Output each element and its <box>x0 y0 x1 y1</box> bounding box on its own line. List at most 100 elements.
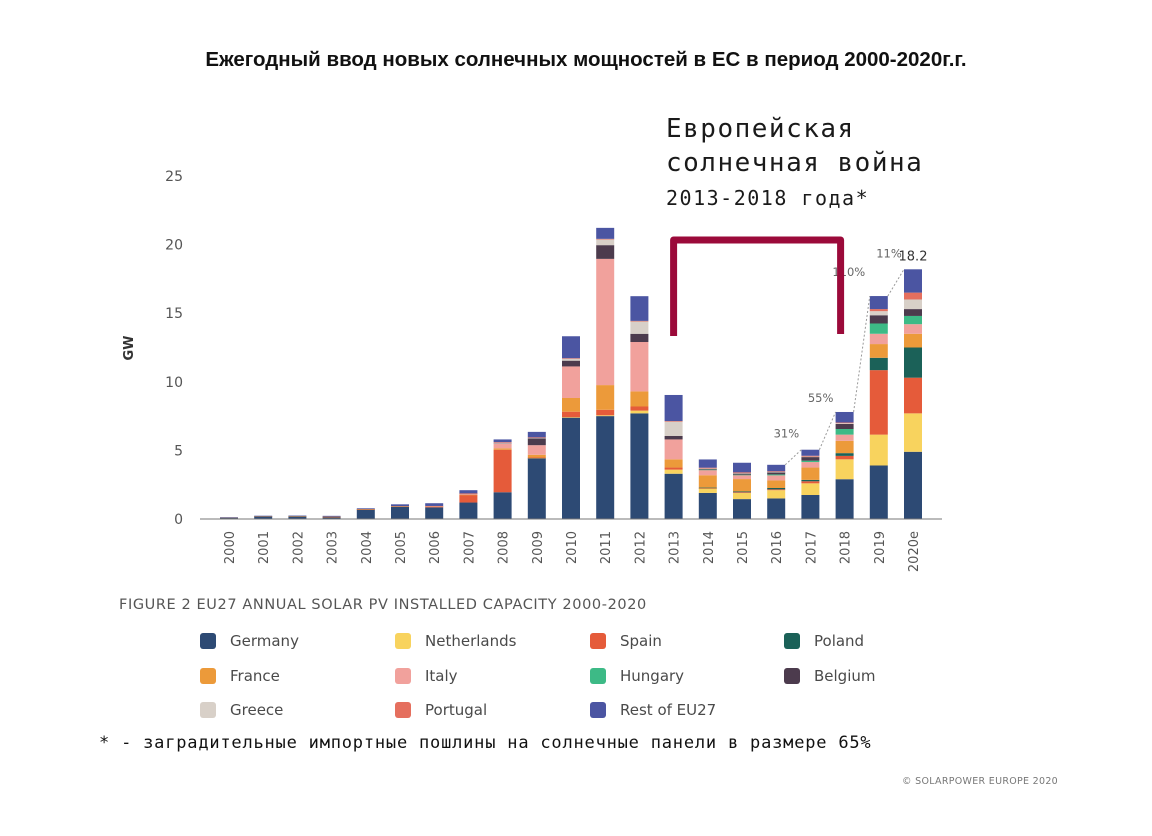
war-title-line-1: Европейская <box>666 114 855 144</box>
bar-segment <box>698 469 717 476</box>
bar-segment <box>767 474 786 476</box>
bar-segment <box>767 487 786 490</box>
bar-segment <box>767 480 786 488</box>
y-tick-label: 20 <box>165 238 183 254</box>
legend-item-netherlands: Netherlands <box>395 631 516 651</box>
growth-label: 11% <box>876 246 902 260</box>
bar-segment <box>425 507 444 519</box>
bar-segment <box>869 344 888 358</box>
bar-segment <box>493 492 512 519</box>
bar-segment <box>904 333 922 348</box>
legend-swatch <box>590 668 606 684</box>
bar-segment <box>356 509 375 519</box>
bar-segment <box>459 494 478 503</box>
bar-segment <box>562 397 580 412</box>
bar-segment <box>904 347 922 378</box>
bar-segment <box>835 453 854 456</box>
bar-segment <box>391 506 409 519</box>
bar-segment <box>527 431 546 438</box>
bar-segment <box>596 385 615 410</box>
bar-segment <box>527 457 546 519</box>
bar-segment <box>767 471 786 472</box>
growth-label: 31% <box>774 427 800 441</box>
bar-segment <box>527 457 546 459</box>
bar-segment <box>596 238 615 240</box>
bar-segment <box>767 471 786 473</box>
x-tick-label: 2016 <box>770 531 785 564</box>
copyright: © SOLARPOWER EUROPE 2020 <box>902 776 1059 787</box>
legend-label: Netherlands <box>425 632 517 650</box>
bar-segment <box>733 474 751 480</box>
bar-segment <box>664 473 683 519</box>
x-tick-label: 2015 <box>736 531 751 564</box>
bar-segment <box>801 455 820 457</box>
legend-swatch <box>590 702 606 718</box>
bar-segment <box>835 434 854 441</box>
growth-connector <box>784 449 802 466</box>
legend-item-italy: Italy <box>395 666 458 686</box>
bar-segment <box>527 437 546 438</box>
bar-segment <box>835 411 854 423</box>
bar-segment <box>801 456 820 461</box>
bar-segment <box>698 487 717 489</box>
bar-segment <box>459 502 478 519</box>
legend-label: Greece <box>230 701 284 719</box>
bar-segment <box>801 462 820 468</box>
bar-segment <box>630 333 649 343</box>
x-tick-label: 2007 <box>462 531 477 564</box>
page-title: Ежегодный ввод новых солнечных мощностей… <box>205 48 967 71</box>
bar-segment <box>733 492 751 500</box>
x-tick-label: 2006 <box>428 531 443 564</box>
war-period-bracket <box>670 236 845 336</box>
bar-segment <box>904 309 922 316</box>
bar-segment <box>425 505 444 507</box>
bar-segment <box>459 493 478 494</box>
legend-label: Hungary <box>620 667 685 685</box>
bar-segment <box>733 491 751 493</box>
legend-item-belgium: Belgium <box>784 666 876 686</box>
x-tick-label: 2005 <box>394 531 409 564</box>
bar-segment <box>596 416 615 519</box>
legend-label: France <box>230 667 280 685</box>
legend-swatch <box>395 668 411 684</box>
bar-segment <box>733 479 751 492</box>
bar-segment <box>459 493 478 495</box>
bar-segment <box>733 462 751 473</box>
bar-segment <box>664 469 683 474</box>
bar-segment <box>664 459 683 468</box>
bar-segment <box>869 323 888 334</box>
y-tick-label: 10 <box>165 375 183 391</box>
bar-segment <box>835 423 854 429</box>
legend-item-hungary: Hungary <box>590 666 684 686</box>
bar-segment <box>322 515 341 517</box>
y-tick-label: 5 <box>174 443 183 459</box>
bar-segment <box>562 366 580 398</box>
bar-segment <box>630 413 649 519</box>
total-label: 18.2 <box>899 249 928 264</box>
bar-segment <box>801 456 820 458</box>
x-tick-label: 2013 <box>668 531 683 564</box>
bar-segment <box>904 413 922 452</box>
bar-segment <box>733 474 751 476</box>
bar-segment <box>801 449 820 456</box>
bar-segment <box>596 239 615 246</box>
legend-label: Italy <box>425 667 458 685</box>
bar-segment <box>733 472 751 474</box>
y-tick-label: 0 <box>174 512 183 528</box>
legend-item-poland: Poland <box>784 631 864 651</box>
bar-segment <box>698 467 717 469</box>
bar-segment <box>733 492 751 493</box>
bar-segment <box>254 516 273 519</box>
bar-segment <box>630 296 649 321</box>
bar-segment <box>527 454 546 458</box>
bar-segment <box>630 321 649 334</box>
bar-segment <box>664 421 683 436</box>
bar-segment <box>698 468 717 470</box>
growth-connector <box>818 411 837 450</box>
legend-label: Poland <box>814 632 865 650</box>
x-tick-label: 2018 <box>839 531 854 564</box>
x-tick-label: 2014 <box>702 531 717 564</box>
bar-segment <box>664 421 683 422</box>
bar-segment <box>835 423 854 424</box>
bar-segment <box>698 469 717 471</box>
